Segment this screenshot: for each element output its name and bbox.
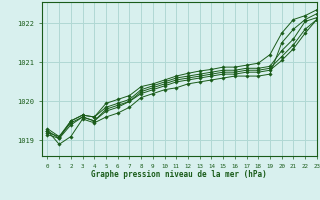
X-axis label: Graphe pression niveau de la mer (hPa): Graphe pression niveau de la mer (hPa) bbox=[91, 170, 267, 179]
